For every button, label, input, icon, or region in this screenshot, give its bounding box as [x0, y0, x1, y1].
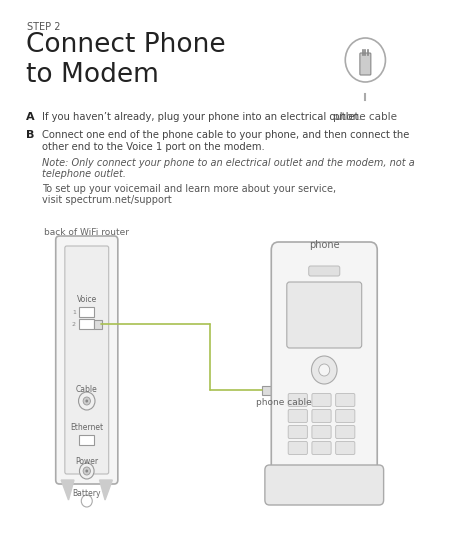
FancyBboxPatch shape: [312, 426, 331, 439]
Circle shape: [83, 397, 91, 405]
Text: other end to the Voice 1 port on the modem.: other end to the Voice 1 port on the mod…: [42, 142, 265, 152]
Circle shape: [80, 463, 94, 479]
Text: Cable: Cable: [76, 385, 98, 394]
FancyBboxPatch shape: [80, 435, 94, 445]
FancyBboxPatch shape: [288, 393, 307, 406]
FancyBboxPatch shape: [336, 410, 355, 422]
Circle shape: [85, 399, 88, 403]
FancyBboxPatch shape: [312, 441, 331, 455]
FancyBboxPatch shape: [265, 465, 383, 505]
FancyBboxPatch shape: [288, 441, 307, 455]
Text: phone: phone: [309, 240, 339, 250]
Text: Connect Phone
to Modem: Connect Phone to Modem: [26, 32, 225, 88]
Polygon shape: [100, 480, 112, 500]
Text: 1: 1: [72, 310, 76, 315]
Text: back of WiFi router: back of WiFi router: [44, 228, 129, 237]
Text: Voice: Voice: [77, 295, 97, 304]
Text: B: B: [26, 130, 34, 140]
Polygon shape: [61, 480, 74, 500]
FancyBboxPatch shape: [262, 386, 272, 394]
FancyBboxPatch shape: [360, 53, 371, 75]
Text: To set up your voicemail and learn more about your service,: To set up your voicemail and learn more …: [42, 184, 336, 194]
FancyBboxPatch shape: [336, 426, 355, 439]
Circle shape: [311, 356, 337, 384]
FancyBboxPatch shape: [80, 319, 94, 329]
Text: STEP 2: STEP 2: [27, 22, 61, 32]
Circle shape: [319, 364, 330, 376]
Text: Power: Power: [75, 457, 98, 466]
FancyBboxPatch shape: [288, 426, 307, 439]
FancyBboxPatch shape: [56, 236, 118, 484]
Text: If you haven’t already, plug your phone into an electrical outlet.: If you haven’t already, plug your phone …: [42, 112, 362, 122]
Circle shape: [83, 467, 91, 475]
FancyBboxPatch shape: [65, 246, 109, 474]
Text: Note: Only connect your phone to an electrical outlet and the modem, not a: Note: Only connect your phone to an elec…: [42, 158, 415, 168]
Text: visit spectrum.net/support: visit spectrum.net/support: [42, 195, 172, 205]
FancyBboxPatch shape: [309, 266, 340, 276]
FancyBboxPatch shape: [336, 393, 355, 406]
Text: A: A: [26, 112, 34, 122]
FancyBboxPatch shape: [287, 282, 362, 348]
FancyBboxPatch shape: [271, 242, 377, 498]
FancyBboxPatch shape: [94, 319, 102, 329]
FancyBboxPatch shape: [288, 410, 307, 422]
Circle shape: [79, 392, 95, 410]
Circle shape: [85, 469, 88, 473]
Text: telephone outlet.: telephone outlet.: [42, 169, 126, 179]
FancyBboxPatch shape: [312, 393, 331, 406]
FancyBboxPatch shape: [336, 441, 355, 455]
Text: phone cable: phone cable: [256, 398, 311, 407]
Text: 2: 2: [72, 322, 76, 327]
FancyBboxPatch shape: [80, 307, 94, 317]
Text: Connect one end of the phone cable to your phone, and then connect the: Connect one end of the phone cable to yo…: [42, 130, 410, 140]
FancyBboxPatch shape: [312, 410, 331, 422]
Text: phone cable: phone cable: [333, 112, 397, 122]
Text: Battery: Battery: [73, 489, 101, 498]
Text: Ethernet: Ethernet: [70, 423, 103, 432]
